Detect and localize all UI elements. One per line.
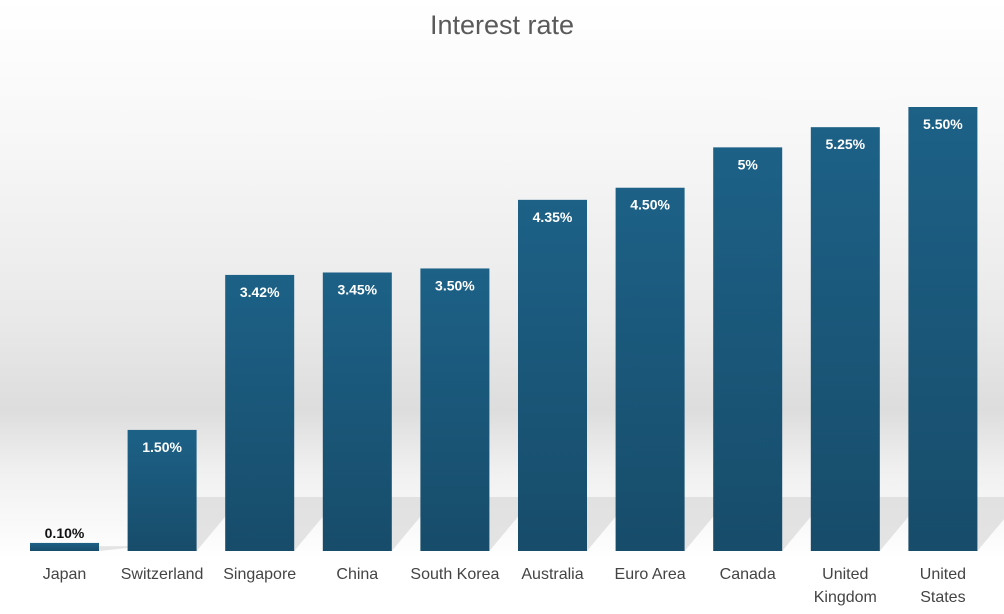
bar-south-korea: [420, 268, 490, 551]
category-label-line: United: [920, 566, 966, 583]
bar-united-states: [908, 107, 978, 551]
data-label-south-korea: 3.50%: [435, 277, 475, 293]
category-label-united-kingdom: United Kingdom: [814, 566, 877, 606]
labels-layer: 0.10% Japan 1.50% Switzerland 3.42% Singapore…: [43, 116, 966, 606]
bar-china: [322, 272, 392, 551]
category-label-line: Kingdom: [814, 589, 877, 606]
data-label-china: 3.45%: [337, 281, 377, 297]
chart-title: Interest rate: [429, 10, 575, 40]
data-label-united-kingdom: 5.25%: [825, 136, 865, 152]
category-label-line: Euro Area: [615, 566, 686, 583]
category-label-line: China: [336, 566, 378, 583]
category-label-canada: Canada: [720, 566, 776, 583]
bar-australia: [518, 199, 587, 551]
category-label-line: Canada: [720, 566, 776, 583]
category-label-singapore: Singapore: [223, 566, 296, 583]
category-label-china: China: [336, 566, 378, 583]
bar-singapore: [225, 274, 295, 551]
data-label-euro-area: 4.50%: [630, 197, 670, 213]
bar-euro-area: [615, 187, 685, 551]
bars-layer: [30, 107, 978, 551]
category-label-euro-area: Euro Area: [615, 566, 686, 583]
category-label-japan: Japan: [43, 566, 87, 583]
category-label-line: Australia: [521, 566, 583, 583]
bar-united-kingdom: [810, 127, 880, 551]
category-label-line: Japan: [43, 566, 87, 583]
category-label-south-korea: South Korea: [410, 566, 499, 583]
category-label-line: United: [822, 566, 868, 583]
data-label-canada: 5%: [738, 156, 759, 172]
category-label-line: South Korea: [410, 566, 499, 583]
data-label-united-states: 5.50%: [923, 116, 963, 132]
bar-switzerland: [127, 429, 197, 551]
category-label-switzerland: Switzerland: [121, 566, 204, 583]
category-label-australia: Australia: [521, 566, 583, 583]
category-label-line: Switzerland: [121, 566, 204, 583]
category-label-united-states: United States: [920, 566, 966, 606]
data-label-japan: 0.10%: [45, 525, 85, 541]
data-label-singapore: 3.42%: [240, 284, 280, 300]
bar-japan: [30, 542, 99, 551]
data-label-switzerland: 1.50%: [142, 439, 182, 455]
bar-canada: [713, 147, 783, 551]
category-label-line: Singapore: [223, 566, 296, 583]
category-label-line: States: [920, 589, 965, 606]
data-label-australia: 4.35%: [533, 209, 573, 225]
